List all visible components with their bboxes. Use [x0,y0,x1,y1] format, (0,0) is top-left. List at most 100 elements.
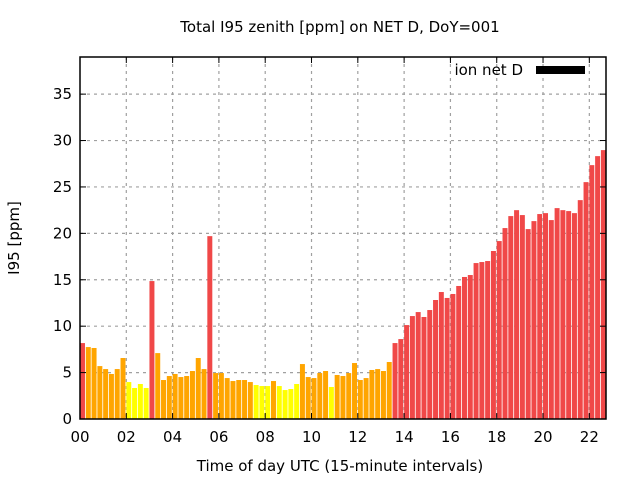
y-tick-label: 35 [53,85,72,103]
bar [438,292,444,419]
bar [560,210,566,419]
bar [340,376,346,419]
bar [334,375,340,419]
bar [450,293,456,419]
x-axis-label: Time of day UTC (15-minute intervals) [196,457,483,475]
plot-frame [79,56,607,420]
bar [571,213,577,419]
bar [201,369,207,419]
bar [392,343,398,419]
bar [323,371,329,419]
bar [161,380,167,419]
bar [218,373,224,419]
bar [525,229,531,419]
bar [103,369,109,419]
bar [224,378,230,419]
bar [357,380,363,419]
bar [589,165,595,419]
bar [502,228,508,419]
bar [583,182,589,419]
bar [444,297,450,419]
bar [485,261,491,419]
bar [508,216,514,419]
bar [490,250,496,419]
bar [398,339,404,419]
y-tick-label: 25 [53,178,72,196]
bar [265,386,271,419]
y-tick-label: 20 [53,224,72,242]
x-tick-label: 06 [209,428,228,446]
bar [166,376,172,419]
bar [80,343,85,419]
bar [496,241,502,419]
bar [543,213,549,419]
bar [415,312,421,419]
bar [461,276,467,419]
bar [363,378,369,419]
bar [514,210,520,419]
bar [108,373,114,419]
legend-swatch [536,66,585,74]
bar [137,384,143,419]
bar [85,347,91,419]
bar [380,371,386,419]
bar [346,373,352,419]
bar [479,262,485,419]
x-tick-label: 22 [580,428,599,446]
bar [548,220,554,419]
x-tick-label: 16 [441,428,460,446]
bar [404,325,410,419]
bar [282,390,288,419]
x-tick-label: 04 [163,428,182,446]
bar [276,386,282,419]
x-tick-label: 02 [117,428,136,446]
bar [213,373,219,419]
bar [259,386,265,419]
bar [126,382,132,419]
x-tick-label: 00 [70,428,89,446]
bar [91,347,97,419]
bar [473,263,479,419]
bar [369,369,375,419]
legend-label: ion net D [454,61,523,79]
x-tick-label: 08 [256,428,275,446]
x-tick-label: 10 [302,428,321,446]
y-tick-label: 5 [62,364,72,382]
bar [595,156,601,419]
bar [114,369,120,419]
bar [253,385,259,419]
bar [288,389,294,419]
y-tick-label: 15 [53,271,72,289]
bar [409,316,415,419]
bar [519,215,525,419]
bar [427,310,433,419]
bar [386,362,392,419]
bar [207,236,213,419]
bar [311,378,317,419]
bar [566,211,572,419]
bar [155,353,161,419]
x-tick-label: 18 [487,428,506,446]
bar [328,386,334,419]
bar [132,387,138,419]
bar [305,377,311,419]
x-tick-label: 14 [395,428,414,446]
bar [149,281,155,419]
bar [294,384,300,419]
bar [299,364,305,419]
bar [184,376,190,419]
bar [577,200,583,419]
bar [375,369,381,419]
bar [236,380,242,419]
bar [172,373,178,419]
bar [554,208,560,419]
chart-title: Total I95 zenith [ppm] on NET D, DoY=001 [179,18,499,36]
bar [178,377,184,419]
bar [317,373,323,419]
x-tick-label: 20 [533,428,552,446]
bar [433,300,439,419]
y-tick-label: 10 [53,317,72,335]
bar [421,316,427,419]
bar [270,381,276,419]
